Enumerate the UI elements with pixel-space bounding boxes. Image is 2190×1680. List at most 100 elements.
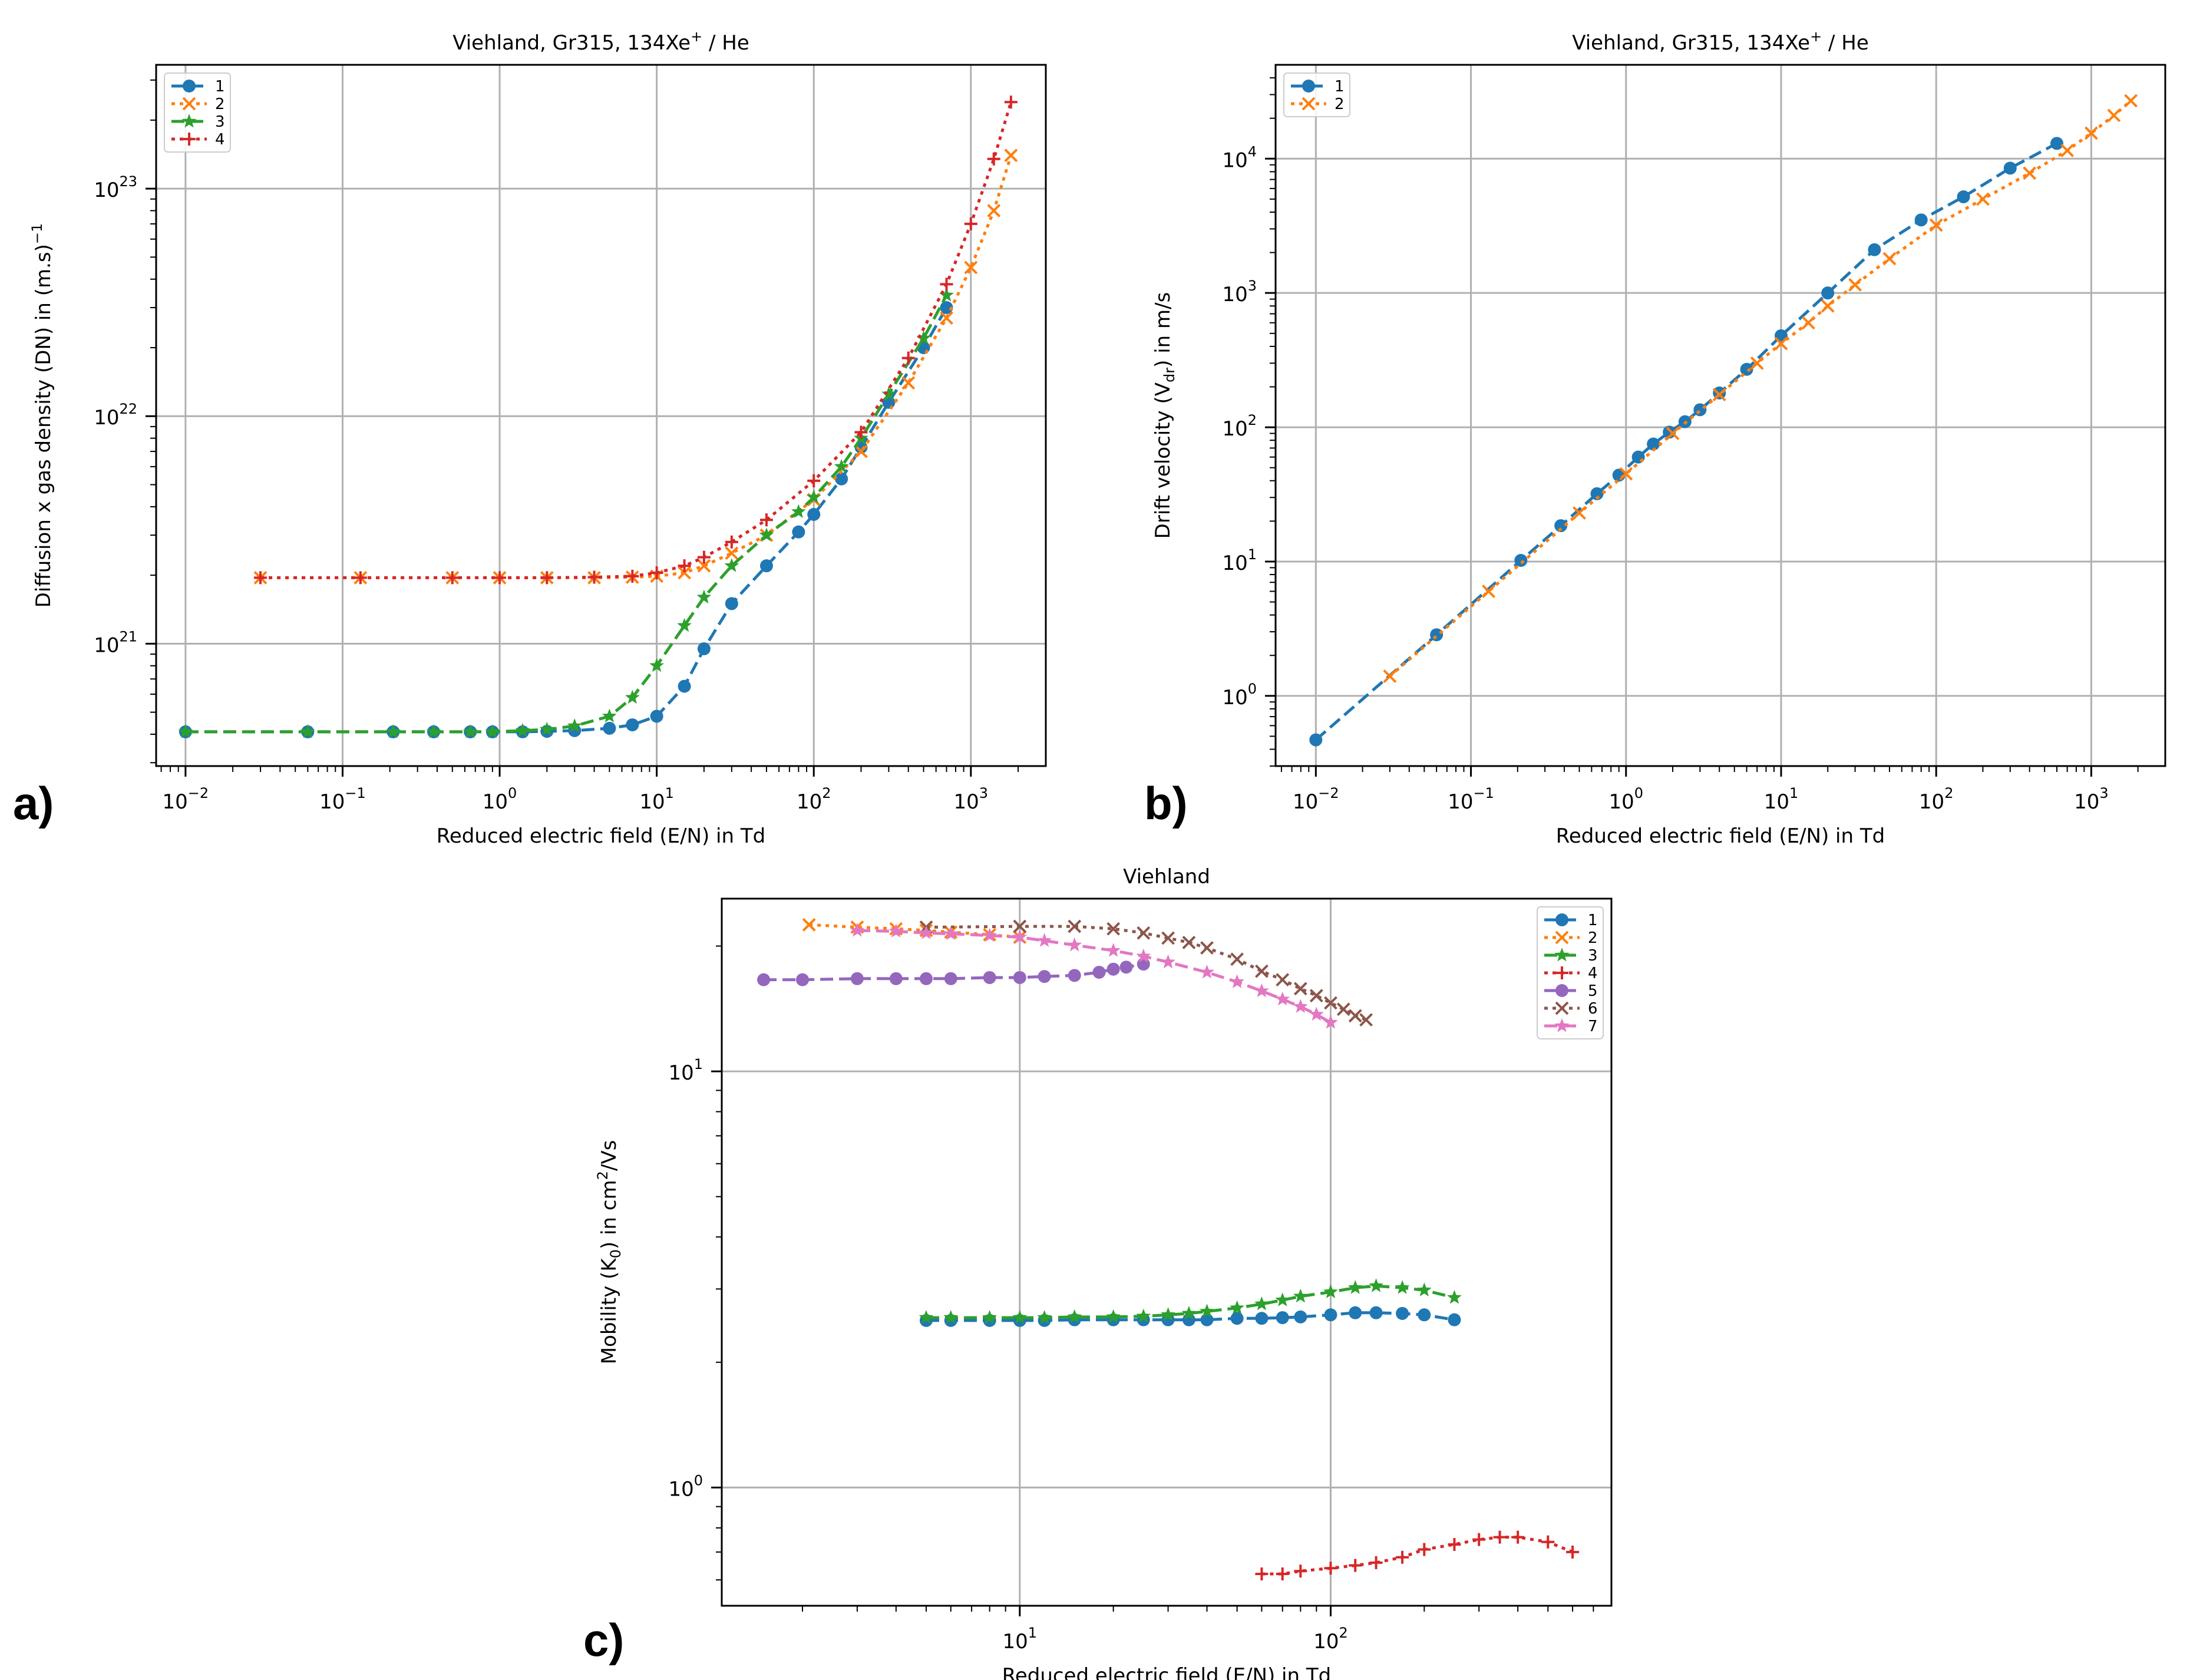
data-point-a-3-13 [696, 589, 712, 604]
data-point-a-3-21 [916, 331, 931, 345]
data-point-c-6-12 [1309, 989, 1323, 1003]
data-point-a-4-13 [854, 425, 868, 439]
data-point-a-4-0 [254, 571, 267, 585]
data-point-a-2-13 [854, 444, 868, 458]
legend-label-c-5: 5 [1588, 982, 1598, 1000]
ylabel-subscript: dr [1161, 368, 1178, 382]
data-point-a-3-22 [939, 288, 954, 302]
legend-marker-3 [1554, 948, 1570, 962]
series-line-a-2 [260, 154, 1013, 579]
tick-base: 10 [1222, 148, 1247, 172]
data-point-c-3-12 [1254, 1296, 1269, 1311]
data-point-a-3-20 [881, 386, 896, 401]
data-point-a-4-4 [540, 571, 554, 585]
data-point-a-4-2 [445, 571, 459, 585]
tick-base: 10 [483, 790, 508, 814]
data-point-a-4-9 [697, 550, 711, 564]
tick-exponent: 1 [1789, 785, 1798, 801]
data-point-a-1-16 [792, 525, 805, 539]
data-point-c-5-8 [1038, 970, 1051, 983]
y-axis-label-c: Mobility (K0) in cm2/Vs [594, 1140, 624, 1365]
data-point-c-7-6 [1037, 933, 1052, 947]
data-point-a-4-10 [725, 535, 738, 549]
data-point-b-2-5 [1712, 388, 1726, 402]
tick-base: 10 [1222, 417, 1247, 441]
tick-label-y-a-1: 1022 [94, 401, 137, 430]
tick-exponent: 3 [979, 785, 988, 801]
data-point-c-7-10 [1161, 954, 1175, 969]
data-point-c-4-1 [1276, 1567, 1289, 1581]
tick-label-y-b-1: 101 [1222, 546, 1257, 575]
ylabel-tail: ) in m/s [1151, 292, 1175, 368]
data-point-c-7-0 [850, 923, 865, 937]
legend-marker-1 [183, 80, 196, 93]
data-point-b-2-16 [2084, 126, 2098, 140]
tick-base: 10 [954, 790, 979, 814]
data-point-c-6-11 [1293, 982, 1307, 996]
tick-base: 10 [639, 790, 665, 814]
legend-b: 12 [1283, 72, 1350, 117]
data-point-a-4-15 [940, 278, 953, 291]
tick-base: 10 [2074, 790, 2099, 814]
data-point-a-3-18 [834, 458, 849, 473]
data-point-c-7-1 [888, 923, 904, 938]
data-point-c-3-1 [943, 1310, 959, 1324]
data-point-c-3-17 [1369, 1278, 1383, 1292]
data-point-b-2-10 [1848, 278, 1862, 292]
data-point-c-5-0 [757, 973, 771, 986]
ylabel-superscript: 2 [594, 1171, 611, 1180]
data-point-c-3-20 [1447, 1290, 1462, 1304]
tick-base: 10 [163, 790, 188, 814]
legend-label-b-1: 1 [1335, 78, 1345, 95]
data-point-c-7-4 [982, 928, 997, 942]
legend-marker-4 [1555, 966, 1568, 979]
tick-base: 10 [1293, 790, 1318, 814]
data-point-b-1-6 [1631, 450, 1645, 464]
data-point-b-1-14 [1821, 286, 1835, 300]
data-point-c-6-6 [1182, 935, 1196, 949]
data-point-a-4-14 [901, 351, 915, 365]
data-point-c-6-13 [1324, 996, 1337, 1010]
tick-exponent: −1 [345, 785, 365, 801]
tick-exponent: 1 [1028, 1625, 1037, 1641]
data-point-a-4-18 [1004, 95, 1018, 109]
data-point-a-1-18 [835, 472, 848, 486]
tick-label-y-a-2: 1023 [94, 173, 137, 202]
data-point-c-3-9 [1181, 1306, 1197, 1320]
data-point-a-1-12 [678, 679, 691, 693]
data-point-b-2-0 [1383, 669, 1397, 683]
chart-title-c: Viehland [1123, 865, 1210, 889]
data-point-c-3-13 [1275, 1292, 1290, 1306]
tick-base: 10 [1222, 283, 1247, 306]
legend-marker-1 [1555, 913, 1568, 926]
data-point-b-1-12 [1740, 362, 1753, 376]
legend-label-c-2: 2 [1588, 929, 1598, 947]
data-point-c-4-2 [1294, 1565, 1307, 1578]
data-point-c-5-10 [1092, 965, 1106, 979]
tick-exponent: 2 [1944, 785, 1953, 801]
data-point-a-1-17 [807, 507, 821, 521]
legend-label-c-7: 7 [1588, 1018, 1598, 1035]
data-point-b-2-3 [1619, 467, 1633, 481]
plot-frame-c [721, 897, 1613, 1607]
legend-marker-7 [1554, 1018, 1570, 1032]
title-text: Viehland, Gr315, 134Xe [452, 31, 691, 55]
panel-a-chart: 10−2 10−1 100 101 102 103102110221023Viehland… [29, 28, 1047, 848]
data-point-b-2-11 [1882, 252, 1897, 266]
data-point-c-5-9 [1068, 969, 1081, 982]
data-point-c-4-5 [1369, 1556, 1383, 1569]
data-point-a-3-15 [759, 527, 774, 542]
data-point-c-5-12 [1119, 961, 1133, 974]
tick-exponent: 2 [1339, 1625, 1347, 1641]
data-point-a-2-8 [678, 566, 691, 580]
data-point-c-4-3 [1324, 1562, 1337, 1575]
data-point-a-3-16 [791, 504, 806, 518]
data-point-c-3-2 [982, 1310, 997, 1324]
legend-label-c-1: 1 [1588, 912, 1598, 929]
data-point-c-1-10 [1200, 1313, 1214, 1326]
chart-title-b: Viehland, Gr315, 134Xe+ / He [1572, 28, 1869, 55]
data-point-c-5-6 [983, 971, 996, 984]
data-point-c-4-4 [1349, 1559, 1362, 1572]
data-point-c-7-13 [1254, 983, 1269, 998]
